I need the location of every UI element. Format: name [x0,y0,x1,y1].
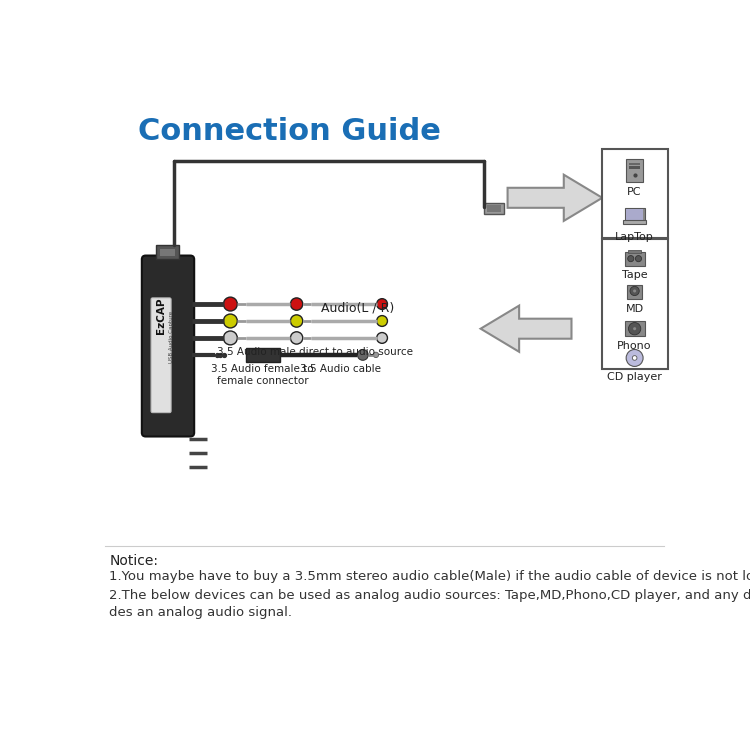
Circle shape [630,286,639,296]
Text: 3.5 Audio male direct to audio source: 3.5 Audio male direct to audio source [217,347,413,357]
Circle shape [290,298,303,310]
Text: PC: PC [627,187,642,197]
Bar [628,251,640,254]
Bar [160,248,175,256]
Circle shape [224,331,237,345]
Text: 3.5 Audio female to
female connector: 3.5 Audio female to female connector [211,364,314,386]
Bar [487,206,502,212]
Circle shape [224,314,237,328]
Circle shape [633,290,636,292]
Bar [625,321,645,337]
Circle shape [376,332,388,344]
Bar [625,208,645,222]
Text: CD player: CD player [608,372,662,382]
Text: Phono: Phono [617,341,652,351]
Bar [602,239,668,369]
Bar [156,244,178,259]
Bar [625,252,645,266]
Bar [602,149,668,238]
Circle shape [224,297,237,311]
Polygon shape [481,305,572,352]
Circle shape [635,256,641,262]
Circle shape [290,315,303,327]
Bar [626,158,643,182]
Circle shape [628,322,640,334]
Text: EzCAP: EzCAP [156,298,166,334]
Text: des an analog audio signal.: des an analog audio signal. [110,606,292,619]
Polygon shape [508,175,602,221]
FancyBboxPatch shape [151,298,171,412]
Circle shape [633,327,636,330]
Circle shape [290,332,303,344]
Circle shape [374,352,379,358]
Bar [629,166,640,169]
Text: Notice:: Notice: [110,554,158,568]
Bar [246,348,280,361]
FancyBboxPatch shape [142,256,194,436]
Text: 2.The below devices can be used as analog audio sources: Tape,MD,Phono,CD player: 2.The below devices can be used as analo… [110,589,750,602]
Text: MD: MD [626,304,644,314]
Bar [629,164,640,165]
Circle shape [628,256,634,262]
Text: LapTop: LapTop [615,232,654,242]
Text: Connection Guide: Connection Guide [138,117,441,146]
Circle shape [632,356,637,360]
Bar [623,220,646,224]
Bar [627,285,642,298]
Bar [626,209,643,220]
Text: 3.5 Audio cable: 3.5 Audio cable [300,364,381,374]
Text: Tape: Tape [622,270,647,280]
Circle shape [626,350,643,367]
Circle shape [376,298,388,310]
Text: 1.You maybe have to buy a 3.5mm stereo audio cable(Male) if the audio cable of d: 1.You maybe have to buy a 3.5mm stereo a… [110,571,750,584]
Bar [484,203,504,214]
Circle shape [376,316,388,326]
Text: USB Audio Capture: USB Audio Capture [169,311,173,363]
Circle shape [358,350,368,360]
Text: Audio(L / R): Audio(L / R) [321,302,394,315]
